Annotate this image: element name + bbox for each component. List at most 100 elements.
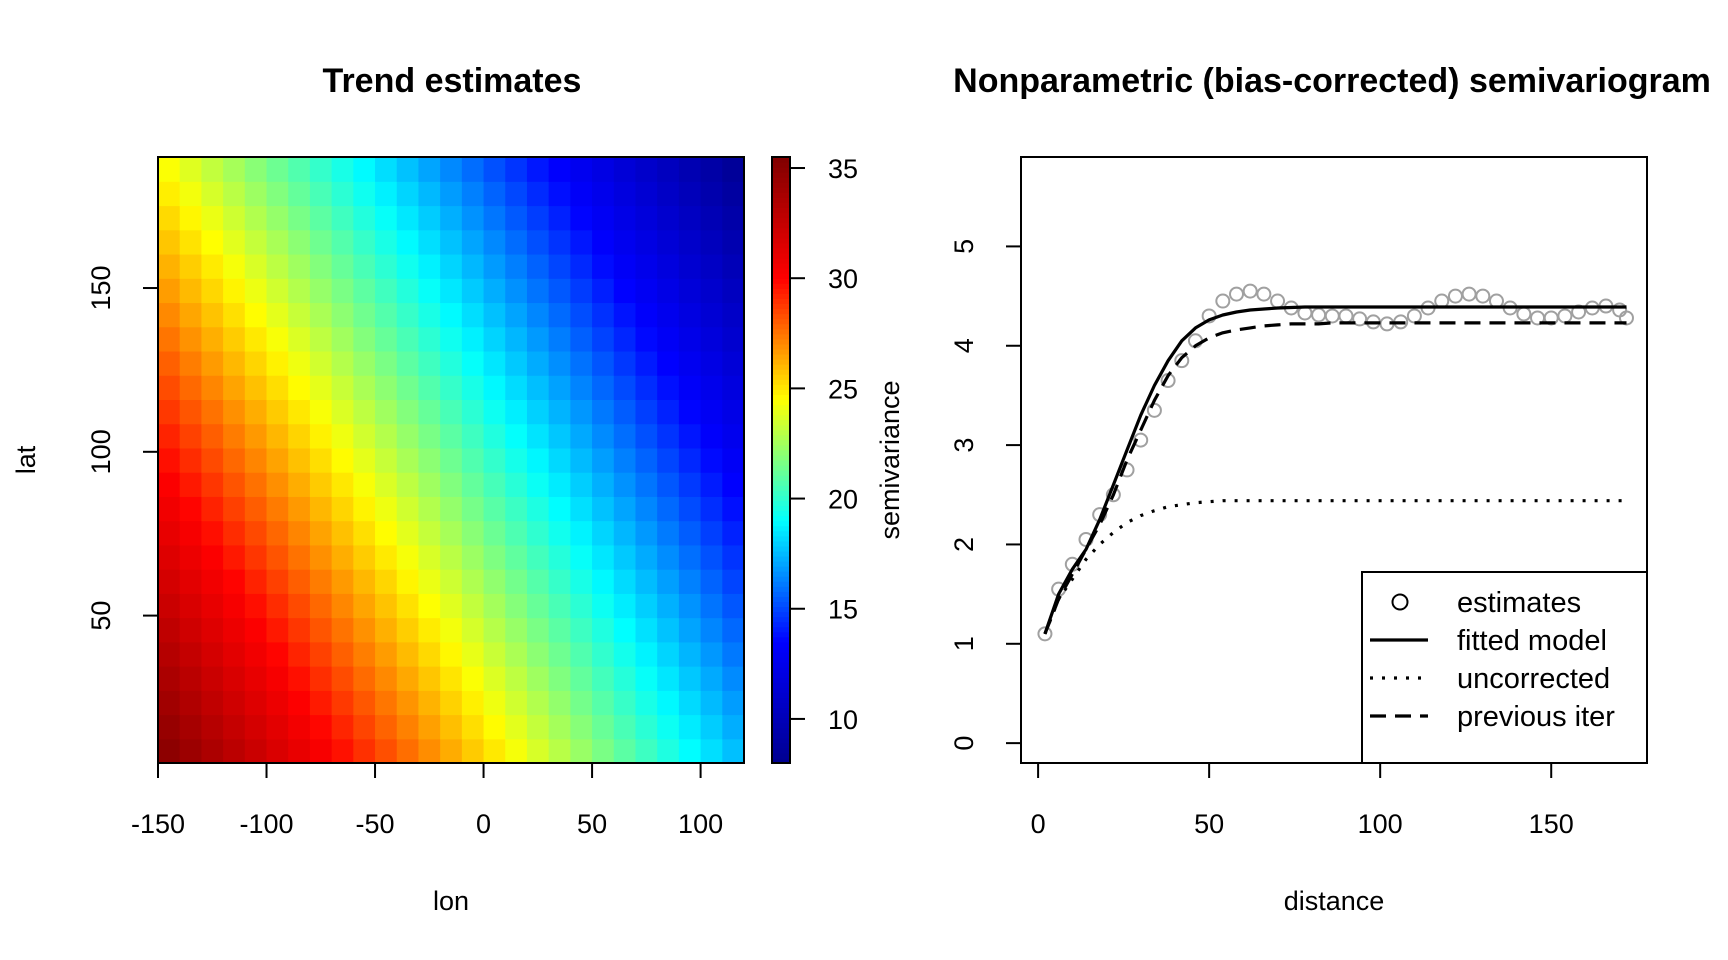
heatmap-cell — [332, 375, 354, 400]
heatmap-cell — [440, 327, 462, 352]
heatmap-cell — [505, 739, 527, 764]
heatmap-cell — [418, 302, 440, 327]
heatmap-cell — [375, 254, 397, 279]
heatmap-cell — [570, 496, 592, 521]
colorbar-tick-label: 35 — [828, 154, 858, 184]
heatmap-cell — [657, 424, 679, 449]
heatmap-cell — [418, 690, 440, 715]
heatmap-cell — [679, 521, 701, 546]
heatmap-cell — [397, 472, 419, 497]
heatmap-cell — [527, 739, 549, 764]
heatmap-cell — [657, 230, 679, 255]
heatmap-cell — [397, 278, 419, 303]
heatmap-cell — [527, 472, 549, 497]
colorbar-swatch — [772, 531, 790, 537]
heatmap-cell — [397, 399, 419, 424]
heatmap-cell — [223, 593, 245, 618]
heatmap-cell — [267, 399, 289, 424]
heatmap-cell — [180, 375, 202, 400]
x-tick-label: 50 — [577, 809, 607, 839]
heatmap-cell — [635, 254, 657, 279]
heatmap-cell — [484, 593, 506, 618]
heatmap-cell — [440, 593, 462, 618]
heatmap-cell — [722, 230, 744, 255]
colorbar-swatch — [772, 172, 790, 178]
heatmap-cell — [722, 642, 744, 667]
heatmap-cell — [570, 181, 592, 206]
colorbar-swatch — [772, 702, 790, 708]
heatmap-cell — [375, 666, 397, 691]
heatmap-cell — [484, 521, 506, 546]
heatmap-cell — [549, 666, 571, 691]
heatmap-cell — [353, 375, 375, 400]
heatmap-cell — [288, 618, 310, 643]
heatmap-cell — [158, 642, 180, 667]
heatmap-cell — [570, 351, 592, 376]
heatmap-cell — [614, 739, 636, 764]
colorbar-swatch — [772, 228, 790, 234]
heatmap-cell — [722, 375, 744, 400]
colorbar-swatch — [772, 612, 790, 618]
colorbar-swatch — [772, 642, 790, 648]
heatmap-cell — [332, 278, 354, 303]
heatmap-cell — [223, 375, 245, 400]
heatmap-cell — [353, 545, 375, 570]
heatmap-cell — [245, 569, 267, 594]
heatmap-cell — [440, 666, 462, 691]
heatmap-cell — [614, 302, 636, 327]
heatmap-cell — [310, 230, 332, 255]
heatmap-cell — [201, 642, 223, 667]
heatmap-cell — [701, 157, 723, 182]
heatmap-cell — [332, 569, 354, 594]
heatmap-cell — [201, 496, 223, 521]
heatmap-cell — [267, 739, 289, 764]
heatmap-cell — [505, 715, 527, 740]
heatmap-cell — [527, 230, 549, 255]
heatmap-cell — [462, 327, 484, 352]
colorbar-swatch — [772, 490, 790, 496]
heatmap-cell — [614, 472, 636, 497]
heatmap-cell — [201, 472, 223, 497]
colorbar-swatch — [772, 309, 790, 315]
heatmap-cell — [614, 327, 636, 352]
heatmap-cell — [288, 521, 310, 546]
heatmap-panel: Trend estimates -150-100-50050100 501001… — [11, 62, 905, 916]
heatmap-cell — [484, 618, 506, 643]
heatmap-cell — [223, 399, 245, 424]
heatmap-cell — [484, 715, 506, 740]
heatmap-cell — [332, 496, 354, 521]
heatmap-cell — [527, 715, 549, 740]
heatmap-cell — [332, 666, 354, 691]
x-tick-label: -150 — [131, 809, 185, 839]
heatmap-cell — [722, 496, 744, 521]
heatmap-cell — [592, 302, 614, 327]
heatmap-cell — [679, 642, 701, 667]
heatmap-cell — [592, 254, 614, 279]
heatmap-cell — [614, 666, 636, 691]
heatmap-cell — [332, 642, 354, 667]
heatmap-cell — [701, 715, 723, 740]
heatmap-cell — [353, 230, 375, 255]
heatmap-cell — [201, 569, 223, 594]
colorbar-swatch — [772, 460, 790, 466]
heatmap-cell — [267, 593, 289, 618]
heatmap-cell — [245, 521, 267, 546]
heatmap-cell — [418, 545, 440, 570]
heatmap-cell — [310, 545, 332, 570]
heatmap-cell — [657, 472, 679, 497]
heatmap-cell — [570, 399, 592, 424]
heatmap-cell — [614, 545, 636, 570]
colorbar-swatch — [772, 238, 790, 244]
heatmap-cell — [353, 593, 375, 618]
heatmap-cell — [635, 424, 657, 449]
heatmap-cell — [635, 399, 657, 424]
heatmap-cell — [614, 351, 636, 376]
heatmap-cell — [310, 205, 332, 230]
heatmap-cell — [570, 715, 592, 740]
colorbar-swatch — [772, 617, 790, 623]
heatmap-cell — [158, 302, 180, 327]
heatmap-cell — [180, 690, 202, 715]
colorbar-swatch — [772, 344, 790, 350]
colorbar-swatch — [772, 723, 790, 729]
heatmap-cell — [484, 181, 506, 206]
